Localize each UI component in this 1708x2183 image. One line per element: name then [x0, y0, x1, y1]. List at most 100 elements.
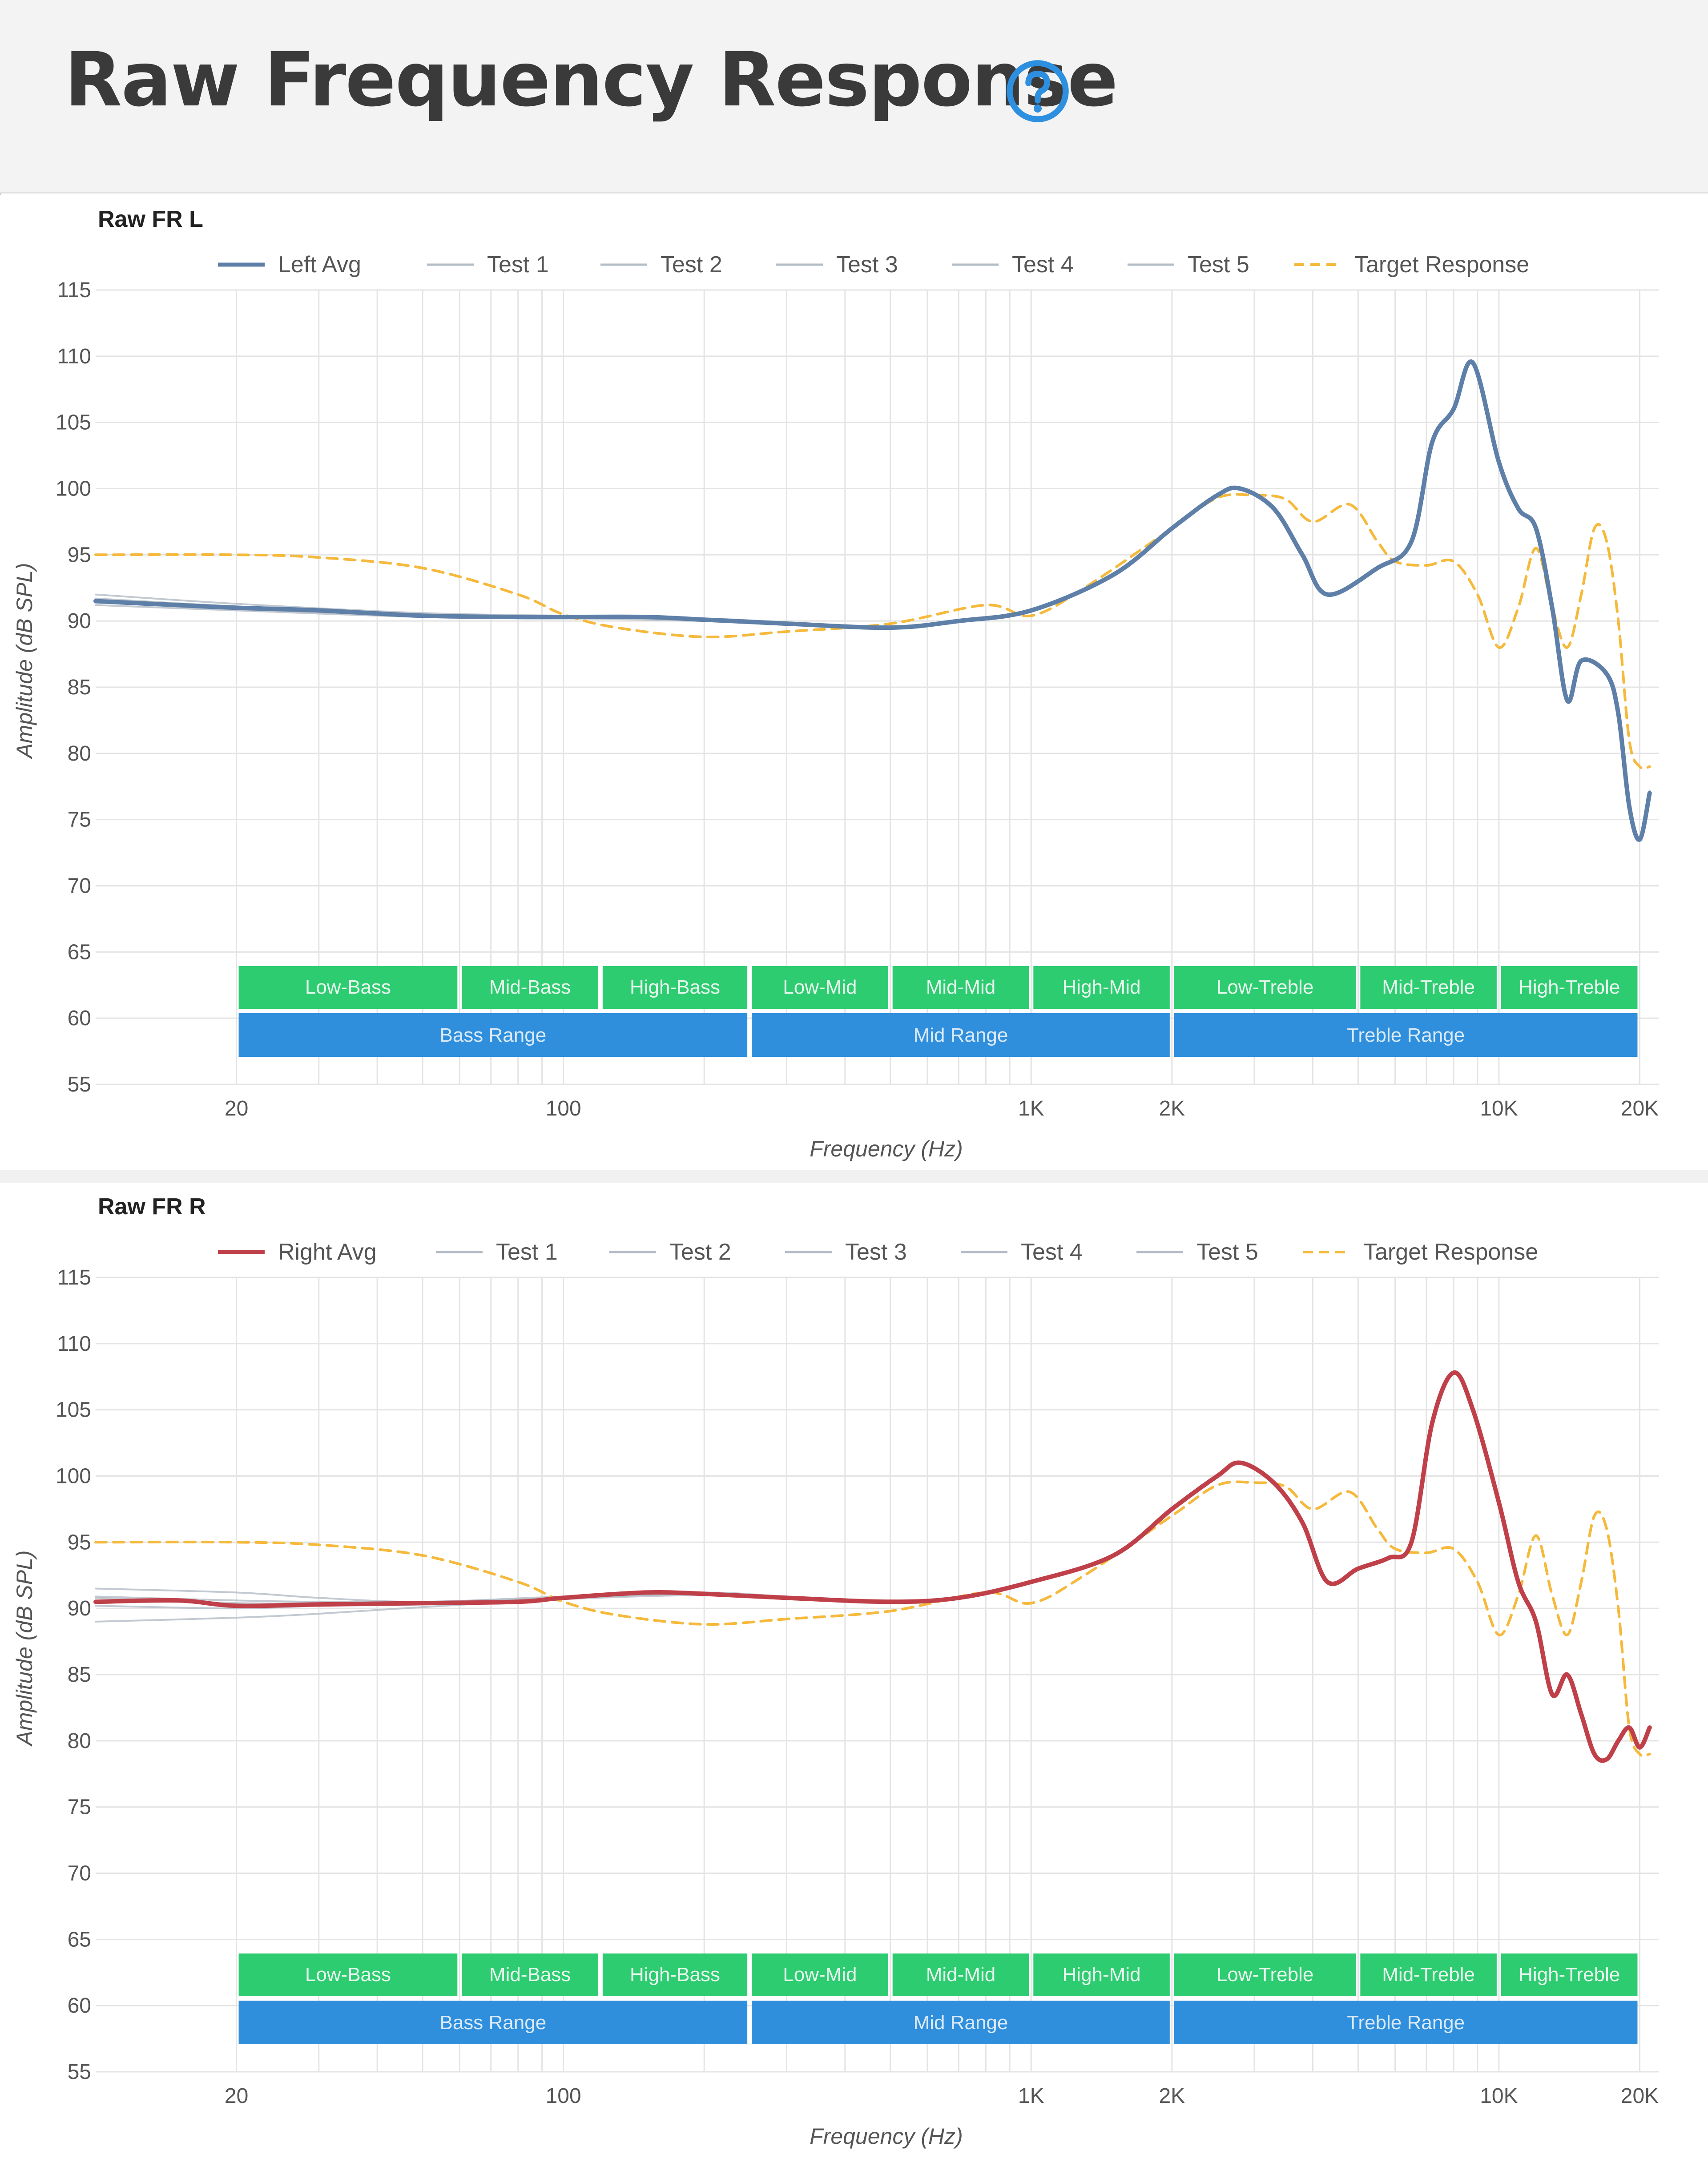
y-tick-label: 65 [68, 940, 91, 964]
x-tick-label: 1K [1018, 2084, 1044, 2108]
legend-label: Test 1 [487, 252, 549, 278]
band-low-mid [752, 966, 888, 1009]
band-mid-treble [1360, 966, 1497, 1009]
x-axis-label: Frequency (Hz) [810, 2124, 963, 2149]
band-mid-treble [1360, 1953, 1497, 1996]
band-mid-bass [462, 1953, 598, 1996]
series-line-test-5 [95, 1372, 1651, 1762]
band-label: High-Treble [1519, 1964, 1620, 1986]
chart-right: Raw FR R Right Avg Test 1 Test 2 Test 3 Test … [12, 1194, 1659, 2149]
y-tick-label: 115 [57, 278, 91, 302]
y-tick-label: 60 [68, 1994, 91, 2018]
series-line-test-2 [95, 1373, 1651, 1763]
band-label: Mid-Treble [1382, 976, 1475, 998]
x-tick-label: 2K [1159, 1097, 1185, 1120]
legend-label: Left Avg [278, 252, 361, 278]
range-bass-range [238, 1013, 748, 1057]
y-tick-label: 55 [68, 2060, 91, 2084]
y-axis-ticks: 55 60 65 70 75 80 85 90 95 100 105 110 115 [56, 1266, 91, 2084]
legend-label: Test 5 [1196, 1239, 1258, 1265]
y-tick-label: 80 [68, 742, 91, 765]
y-tick-label: 80 [68, 1729, 91, 1753]
y-tick-label: 85 [68, 676, 91, 699]
band-label: Mid-Mid [926, 1964, 995, 1986]
series-line-right-avg [93, 1370, 1652, 1763]
legend-label: Test 2 [669, 1239, 731, 1265]
legend-label: Test 3 [836, 252, 898, 278]
chart-title: Raw FR L [98, 206, 203, 232]
legend-label: Test 4 [1012, 252, 1074, 278]
band-high-treble [1501, 966, 1638, 1009]
band-high-mid [1033, 966, 1170, 1009]
series-line-test-2 [95, 362, 1651, 842]
legend-label: Test 5 [1188, 252, 1249, 278]
band-label: Low-Treble [1217, 1964, 1313, 1986]
band-low-bass [238, 1953, 458, 1996]
y-tick-label: 65 [68, 1928, 91, 1951]
band-label: Mid-Mid [926, 976, 995, 998]
x-tick-label: 100 [546, 2084, 581, 2108]
band-low-mid [752, 1953, 888, 1996]
series-line-test-3 [95, 361, 1651, 841]
y-tick-label: 110 [57, 1332, 91, 1356]
y-tick-label: 105 [56, 1398, 91, 1422]
y-tick-label: 85 [68, 1663, 91, 1687]
band-label: Low-Bass [305, 1964, 391, 1986]
band-high-treble [1501, 1953, 1638, 1996]
band-label: High-Bass [630, 976, 720, 998]
legend-label: Test 2 [661, 252, 722, 278]
y-tick-label: 70 [68, 1862, 91, 1885]
chart-grid [96, 289, 1659, 1085]
page-title: Raw Frequency Response [64, 36, 1118, 123]
band-high-mid [1033, 1953, 1170, 1996]
x-axis-ticks: 20 100 1K 2K 10K 20K [225, 1097, 1659, 1120]
x-tick-label: 20 [225, 2084, 248, 2108]
range-treble-range [1174, 2001, 1638, 2044]
x-tick-label: 10K [1480, 1097, 1518, 1120]
y-tick-label: 90 [68, 609, 91, 633]
chart-panel-right: Raw FR R Right Avg Test 1 Test 2 Test 3 Test … [0, 1183, 1708, 2183]
band-label: High-Bass [630, 1964, 720, 1986]
x-tick-label: 1K [1018, 1097, 1044, 1120]
y-tick-label: 95 [68, 1531, 91, 1554]
band-label: High-Mid [1063, 1964, 1141, 1986]
chart-legend: Right Avg Test 1 Test 2 Test 3 Test 4 Test 5 T… [218, 1239, 1538, 1265]
legend-label: Test 4 [1021, 1239, 1083, 1265]
band-mid-mid [892, 1953, 1029, 1996]
legend-label: Target Response [1363, 1239, 1538, 1265]
series-line-test-3 [95, 1372, 1651, 1762]
y-tick-label: 90 [68, 1597, 91, 1620]
band-low-bass [238, 966, 458, 1009]
band-mid-bass [462, 966, 598, 1009]
band-low-treble [1174, 966, 1356, 1009]
chart-left: Raw FR L Left Avg Test 1 Test 2 Test 3 Test 4… [12, 206, 1659, 1161]
series-line-test-4 [95, 1372, 1651, 1762]
y-tick-label: 100 [56, 477, 91, 501]
question-circle-icon[interactable] [1004, 58, 1071, 125]
y-axis-label: Amplitude (dB SPL) [12, 1550, 37, 1747]
series-line-target-response [94, 1480, 1651, 1757]
x-tick-label: 20K [1621, 1097, 1659, 1120]
series-line-left-avg [93, 359, 1652, 842]
range-mid-range [752, 1013, 1170, 1057]
series-line-test-4 [95, 361, 1651, 841]
range-label: Mid Range [914, 1024, 1008, 1046]
band-label: Mid-Bass [489, 976, 571, 998]
band-label: High-Treble [1519, 976, 1620, 998]
x-tick-label: 20K [1621, 2084, 1659, 2108]
band-label: Low-Mid [783, 976, 857, 998]
y-tick-label: 95 [68, 543, 91, 567]
legend-label: Test 1 [496, 1239, 558, 1265]
series-line-target-response [94, 493, 1651, 770]
band-low-treble [1174, 1953, 1356, 1996]
legend-label: Right Avg [278, 1239, 377, 1265]
range-label: Mid Range [914, 2012, 1008, 2034]
chart-series [93, 359, 1652, 842]
y-tick-label: 115 [57, 1266, 91, 1289]
y-tick-label: 70 [68, 874, 91, 898]
panel-separator [0, 1170, 1708, 1183]
band-high-bass [602, 966, 748, 1009]
chart-series [93, 1370, 1652, 1763]
section-header: Raw Frequency Response [0, 0, 1708, 193]
y-tick-label: 55 [68, 1073, 91, 1096]
